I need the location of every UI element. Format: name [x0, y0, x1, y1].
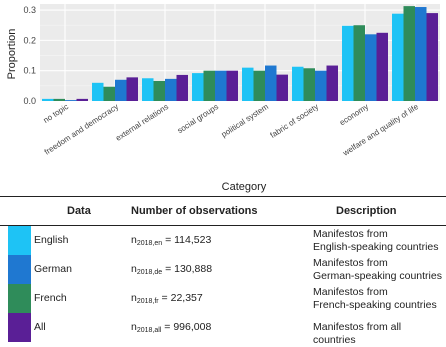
- bar: [192, 73, 204, 101]
- row-description: Manifestos from German-speaking countries: [313, 257, 442, 282]
- row-observations: n2018,en = 114,523: [131, 234, 212, 247]
- bar: [253, 70, 265, 101]
- row-description: Manifestos from all countries: [313, 321, 402, 346]
- x-axis-label: Category: [222, 181, 267, 193]
- bar: [153, 80, 165, 101]
- bar: [426, 13, 438, 101]
- y-tick-label: 0.0: [23, 96, 36, 106]
- y-tick-label: 0.1: [23, 66, 36, 76]
- bar: [176, 74, 188, 101]
- bar: [242, 67, 254, 101]
- x-tick-label: economy: [338, 102, 370, 127]
- row-observations: n2018,de = 130,888: [131, 263, 213, 276]
- header-data: Data: [67, 205, 91, 217]
- bar: [53, 98, 65, 101]
- bar: [76, 98, 88, 101]
- bar: [115, 79, 127, 101]
- row-label: German: [34, 263, 72, 275]
- bar: [203, 70, 215, 101]
- x-tick-label: external relations: [114, 102, 170, 143]
- row-label: English: [34, 234, 69, 246]
- bar: [392, 13, 404, 102]
- table-row: German n2018,de = 130,888 Manifestos fro…: [0, 255, 446, 284]
- bar: [376, 32, 388, 101]
- bar: [342, 25, 354, 102]
- data-legend-table: Data Number of observations Description …: [0, 196, 446, 346]
- bar: [215, 70, 227, 101]
- x-tick-label: political system: [220, 102, 271, 139]
- bar: [226, 70, 238, 101]
- row-description: Manifestos from French-speaking countries: [313, 286, 437, 311]
- bar: [315, 70, 327, 101]
- row-observations: n2018,all = 996,008: [131, 321, 212, 334]
- bars: [42, 6, 438, 102]
- row-observations: n2018,fr = 22,357: [131, 292, 203, 305]
- bar: [403, 6, 415, 102]
- bar: [415, 7, 427, 101]
- y-axis-label: Proportion: [6, 29, 18, 80]
- table-row: English n2018,en = 114,523 Manifestos fr…: [0, 226, 446, 255]
- x-tick-label: no topic: [42, 102, 70, 125]
- bar: [165, 78, 177, 101]
- bar: [65, 100, 77, 101]
- color-swatch: [8, 226, 31, 255]
- row-description: Manifestos from English-speaking countrie…: [313, 228, 439, 253]
- bar: [365, 34, 377, 101]
- bar: [142, 78, 154, 101]
- bar: [92, 82, 104, 101]
- color-swatch: [8, 255, 31, 284]
- bar: [42, 98, 54, 101]
- y-tick-label: 0.2: [23, 35, 36, 45]
- header-description: Description: [336, 205, 397, 217]
- table-row: French n2018,fr = 22,357 Manifestos from…: [0, 284, 446, 313]
- row-label: French: [34, 292, 67, 304]
- color-swatch: [8, 313, 31, 342]
- bar: [126, 77, 138, 101]
- bar: [326, 65, 338, 101]
- x-tick-label: social groups: [176, 102, 220, 135]
- row-label: All: [34, 321, 46, 333]
- bar: [292, 66, 304, 101]
- bar: [265, 65, 277, 101]
- table-header: Data Number of observations Description: [0, 196, 446, 226]
- color-swatch: [8, 284, 31, 313]
- bar: [103, 86, 115, 101]
- x-tick-label: fabric of society: [269, 102, 321, 140]
- table-row: All n2018,all = 996,008 Manifestos from …: [0, 313, 446, 346]
- y-axis-ticks: 0.0 0.1 0.2 0.3: [23, 5, 36, 106]
- bar: [303, 68, 315, 101]
- bar: [276, 74, 288, 101]
- header-observations: Number of observations: [131, 205, 258, 217]
- bar: [353, 25, 365, 101]
- y-tick-label: 0.3: [23, 5, 36, 15]
